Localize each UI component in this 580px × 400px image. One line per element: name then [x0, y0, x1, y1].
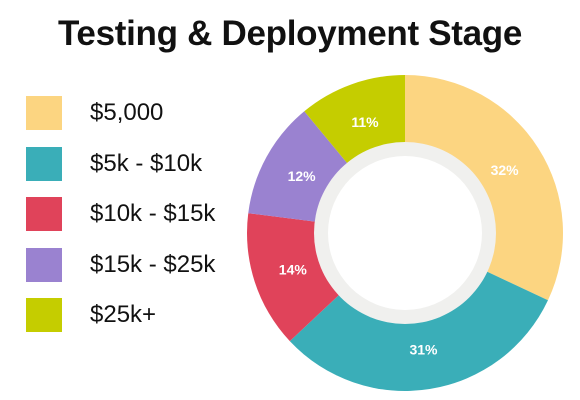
legend-swatch — [26, 298, 62, 332]
slice-value-label: 31% — [409, 342, 438, 358]
legend-item: $5k - $10k — [26, 146, 215, 181]
legend-swatch — [26, 247, 62, 282]
legend-swatch — [26, 96, 62, 130]
legend-label: $15k - $25k — [90, 250, 216, 278]
slice-value-label: 11% — [351, 114, 379, 130]
chart-legend: $5,000 $5k - $10k $10k - $15k $15k - $25… — [26, 96, 215, 349]
chart-title: Testing & Deployment Stage — [57, 14, 523, 53]
legend-item: $10k - $15k — [26, 197, 215, 231]
slice-value-label: 12% — [288, 168, 317, 184]
legend-item: $5,000 — [26, 96, 215, 130]
legend-label: $25k+ — [90, 301, 157, 328]
legend-label: $10k - $15k — [90, 200, 216, 227]
slice-value-label: 14% — [279, 262, 308, 278]
legend-swatch — [26, 197, 62, 231]
legend-swatch — [26, 146, 62, 181]
donut-hole — [328, 156, 482, 310]
legend-item: $25k+ — [26, 298, 215, 332]
legend-item: $15k - $25k — [26, 247, 216, 282]
slice-value-label: 32% — [491, 162, 520, 178]
legend-label: $5,000 — [90, 99, 164, 126]
legend-label: $5k - $10k — [90, 149, 203, 177]
